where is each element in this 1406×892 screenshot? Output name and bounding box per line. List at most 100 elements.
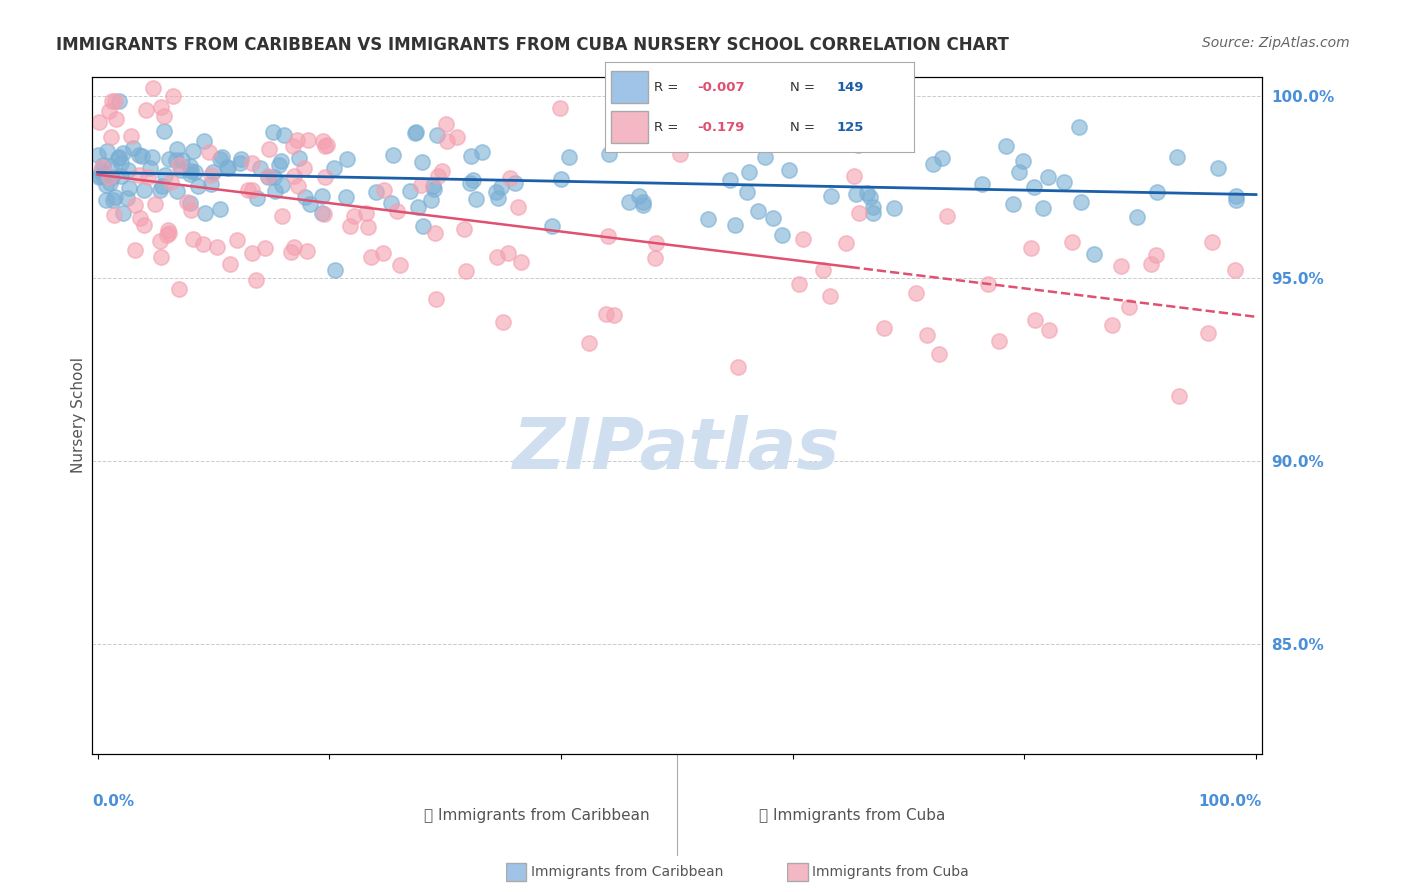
Point [208, 202, 231, 216]
Point [249, 161, 271, 175]
Point [311, 188, 333, 202]
Point [91, 166, 114, 180]
Point [485, 185, 508, 199]
Point [201, 165, 224, 179]
Point [904, 285, 927, 300]
Point [364, 185, 387, 199]
Point [246, 191, 269, 205]
Point [136, 169, 159, 184]
Point [90, 164, 112, 178]
Point [486, 191, 509, 205]
Point [229, 152, 252, 166]
Point [380, 196, 402, 211]
Point [1109, 259, 1132, 273]
Point [343, 209, 366, 223]
Point [311, 205, 333, 219]
Text: -0.007: -0.007 [697, 81, 745, 94]
Text: R =: R = [654, 121, 688, 134]
Point [104, 189, 127, 203]
Point [226, 233, 249, 247]
Point [1146, 186, 1168, 200]
Text: 0.0%: 0.0% [91, 794, 134, 809]
Point [104, 112, 127, 126]
Point [792, 232, 814, 246]
Point [169, 162, 191, 177]
Point [620, 109, 643, 123]
Point [550, 171, 572, 186]
Point [209, 153, 232, 167]
Point [169, 158, 191, 172]
Point [139, 161, 162, 176]
Point [845, 186, 868, 201]
Point [111, 205, 134, 219]
Point [970, 177, 993, 191]
Point [1225, 189, 1247, 203]
Point [1144, 248, 1167, 262]
Point [354, 205, 377, 219]
Point [1101, 318, 1123, 333]
Point [423, 182, 446, 196]
Point [194, 205, 217, 219]
Point [761, 211, 783, 225]
Point [287, 151, 309, 165]
Point [1167, 389, 1189, 403]
Point [101, 193, 124, 207]
Point [820, 189, 842, 203]
Point [471, 145, 494, 159]
Point [100, 159, 122, 173]
Point [215, 160, 238, 174]
Point [240, 156, 263, 170]
Point [1062, 235, 1084, 250]
Point [91, 158, 114, 172]
Point [96, 193, 118, 207]
Point [193, 134, 215, 148]
Point [263, 169, 285, 184]
Point [91, 169, 114, 183]
Point [89, 115, 111, 129]
Point [108, 150, 131, 164]
Text: Immigrants from Caribbean: Immigrants from Caribbean [531, 865, 723, 879]
Point [603, 308, 626, 322]
Point [240, 245, 263, 260]
Text: R =: R = [654, 81, 683, 94]
Point [87, 148, 110, 162]
Point [1021, 241, 1043, 255]
Point [339, 219, 361, 233]
Point [295, 244, 318, 258]
Point [110, 169, 132, 183]
Point [181, 144, 204, 158]
Point [281, 139, 304, 153]
Point [425, 293, 447, 307]
Text: 149: 149 [837, 81, 865, 94]
Point [499, 170, 522, 185]
Point [240, 183, 263, 197]
Point [267, 158, 290, 172]
Point [426, 128, 449, 143]
Point [718, 172, 741, 186]
Point [461, 173, 484, 187]
Point [132, 218, 155, 232]
Point [423, 226, 446, 240]
Point [856, 186, 879, 200]
Point [1140, 257, 1163, 271]
Point [458, 176, 481, 190]
Point [404, 126, 426, 140]
Point [100, 130, 122, 145]
Point [176, 195, 198, 210]
Point [931, 152, 953, 166]
Text: IMMIGRANTS FROM CARIBBEAN VS IMMIGRANTS FROM CUBA NURSERY SCHOOL CORRELATION CHA: IMMIGRANTS FROM CARIBBEAN VS IMMIGRANTS … [56, 36, 1010, 54]
Point [1024, 313, 1046, 327]
Point [87, 169, 110, 184]
Point [558, 150, 581, 164]
Point [183, 232, 205, 246]
Point [1223, 263, 1246, 277]
Point [257, 169, 280, 184]
Point [617, 195, 640, 210]
Point [411, 155, 433, 169]
Point [747, 204, 769, 219]
Point [1008, 165, 1031, 179]
Point [596, 229, 619, 244]
Point [323, 262, 346, 277]
Point [97, 169, 120, 184]
Point [356, 220, 378, 235]
